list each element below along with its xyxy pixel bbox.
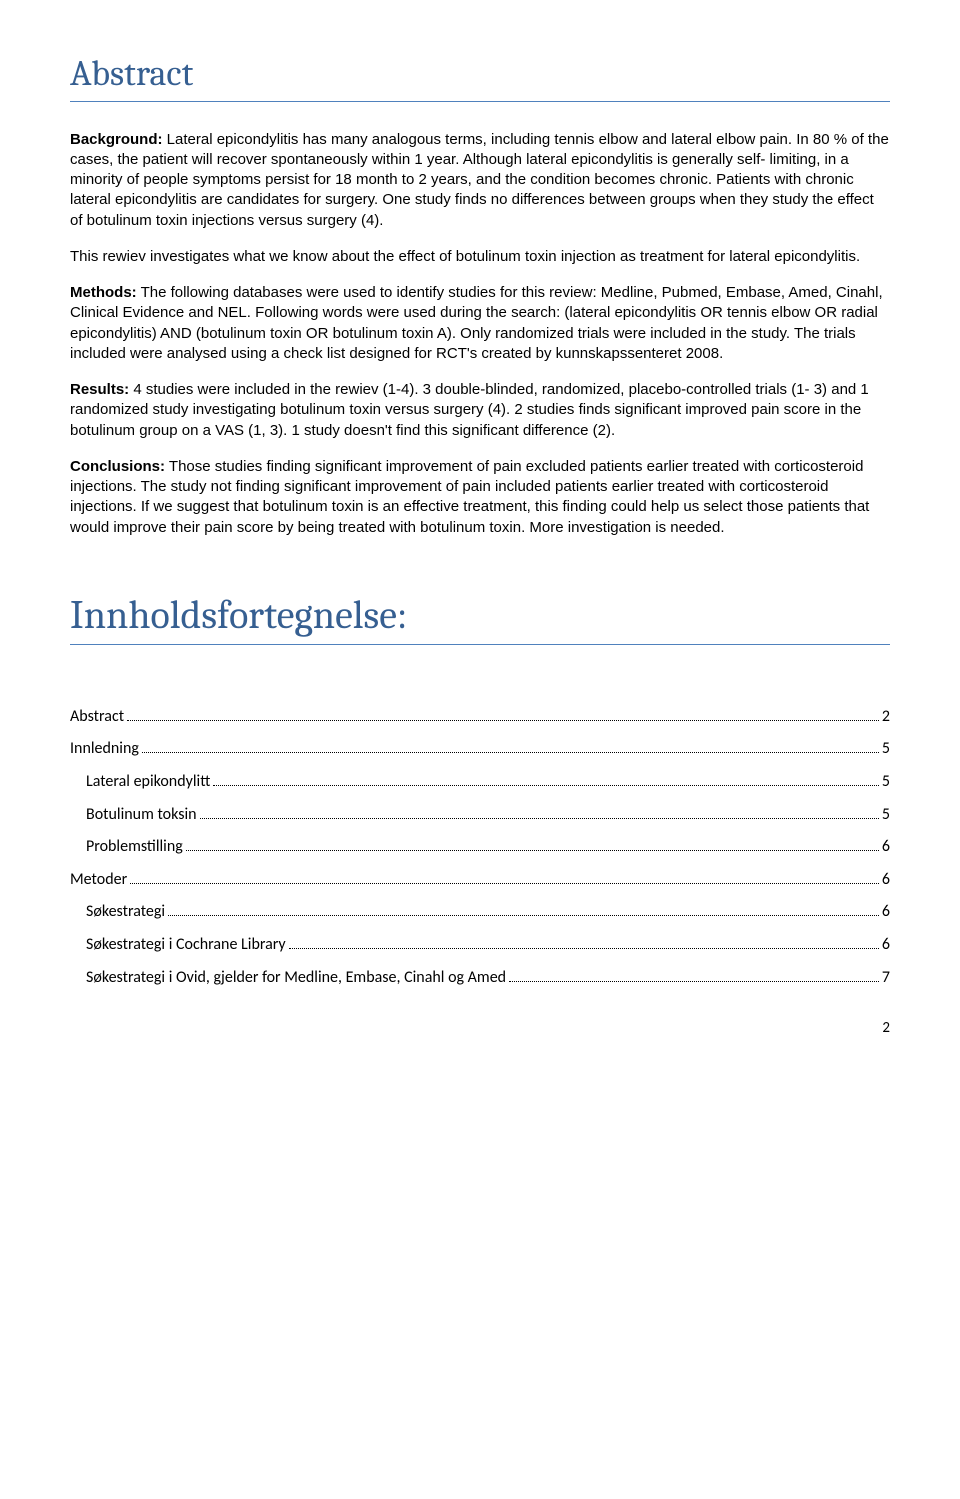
- conclusions-text: Those studies finding significant improv…: [70, 458, 869, 536]
- toc-row: Søkestrategi 6: [70, 900, 890, 923]
- toc-leader-dots: [142, 737, 879, 753]
- toc-leader-dots: [127, 705, 879, 721]
- toc-page: 6: [882, 901, 890, 923]
- methods-text: The following databases were used to ide…: [70, 284, 883, 362]
- results-label: Results:: [70, 381, 129, 398]
- toc-label: Søkestrategi i Cochrane Library: [86, 934, 286, 956]
- toc-leader-dots: [200, 803, 879, 819]
- methods-label: Methods:: [70, 284, 137, 301]
- conclusions-label: Conclusions:: [70, 458, 165, 475]
- toc-leader-dots: [130, 868, 879, 884]
- table-of-contents: Abstract 2Innledning 5Lateral epikondyli…: [70, 705, 890, 988]
- toc-page: 7: [882, 967, 890, 989]
- page-number: 2: [70, 1018, 890, 1038]
- toc-page: 5: [882, 771, 890, 793]
- background-paragraph: Background: Lateral epicondylitis has ma…: [70, 130, 890, 231]
- toc-label: Søkestrategi i Ovid, gjelder for Medline…: [86, 967, 506, 989]
- toc-page: 2: [882, 706, 890, 728]
- background-text: Lateral epicondylitis has many analogous…: [70, 131, 889, 229]
- toc-label: Søkestrategi: [86, 901, 165, 923]
- toc-page: 6: [882, 836, 890, 858]
- methods-paragraph: Methods: The following databases were us…: [70, 283, 890, 364]
- toc-page: 6: [882, 934, 890, 956]
- results-paragraph: Results: 4 studies were included in the …: [70, 380, 890, 441]
- toc-label: Metoder: [70, 869, 127, 891]
- toc-row: Innledning 5: [70, 737, 890, 760]
- abstract-heading: Abstract: [70, 50, 890, 102]
- toc-page: 6: [882, 869, 890, 891]
- toc-label: Lateral epikondylitt: [86, 771, 210, 793]
- toc-row: Metoder 6: [70, 868, 890, 891]
- toc-leader-dots: [186, 835, 879, 851]
- background-label: Background:: [70, 131, 163, 148]
- toc-row: Problemstilling 6: [70, 835, 890, 858]
- conclusions-paragraph: Conclusions: Those studies finding signi…: [70, 457, 890, 538]
- toc-row: Abstract 2: [70, 705, 890, 728]
- toc-leader-dots: [509, 966, 879, 982]
- toc-label: Botulinum toksin: [86, 804, 197, 826]
- toc-row: Lateral epikondylitt 5: [70, 770, 890, 793]
- toc-heading: Innholdsfortegnelse:: [70, 588, 890, 645]
- toc-label: Innledning: [70, 738, 139, 760]
- toc-row: Søkestrategi i Cochrane Library 6: [70, 933, 890, 956]
- toc-label: Problemstilling: [86, 836, 183, 858]
- toc-page: 5: [882, 738, 890, 760]
- toc-label: Abstract: [70, 706, 124, 728]
- toc-leader-dots: [168, 900, 879, 916]
- toc-leader-dots: [289, 933, 879, 949]
- aim-paragraph: This rewiev investigates what we know ab…: [70, 247, 890, 267]
- toc-row: Søkestrategi i Ovid, gjelder for Medline…: [70, 966, 890, 989]
- toc-row: Botulinum toksin 5: [70, 803, 890, 826]
- toc-page: 5: [882, 804, 890, 826]
- toc-leader-dots: [213, 770, 879, 786]
- results-text: 4 studies were included in the rewiev (1…: [70, 381, 869, 439]
